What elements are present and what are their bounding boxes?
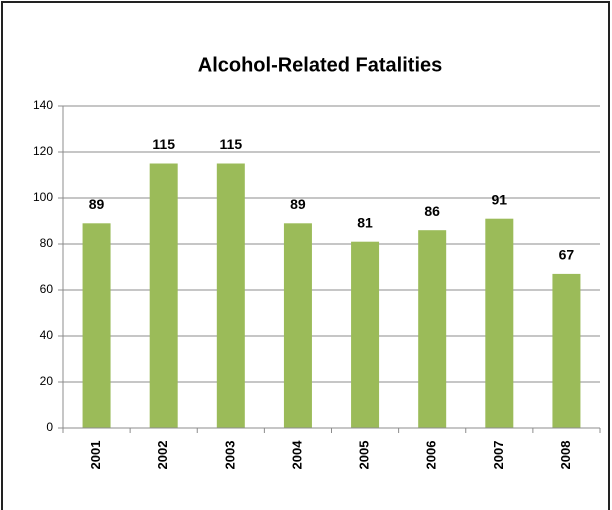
y-tick-label: 0 xyxy=(46,420,53,434)
data-label: 115 xyxy=(220,136,243,152)
y-tick-label: 80 xyxy=(40,236,54,250)
x-tick-label: 2004 xyxy=(289,440,304,470)
data-label: 89 xyxy=(290,196,306,212)
y-tick-label: 100 xyxy=(33,190,53,204)
data-label: 115 xyxy=(152,136,175,152)
bar xyxy=(418,230,447,428)
y-tick-label: 140 xyxy=(33,98,53,112)
bar xyxy=(216,163,245,428)
data-label: 91 xyxy=(492,191,508,207)
bar xyxy=(283,223,312,428)
x-tick-label: 2003 xyxy=(222,441,237,470)
data-label: 89 xyxy=(89,196,105,212)
data-label: 81 xyxy=(357,214,373,230)
y-tick-label: 60 xyxy=(40,282,54,296)
data-label: 67 xyxy=(559,247,575,263)
bar xyxy=(149,163,178,428)
y-tick-label: 20 xyxy=(40,374,54,388)
chart-title: Alcohol-Related Fatalities xyxy=(198,54,443,76)
bar xyxy=(485,218,514,428)
x-tick-label: 2006 xyxy=(424,441,439,470)
x-tick-label: 2007 xyxy=(491,441,506,470)
x-tick-label: 2001 xyxy=(88,441,103,470)
x-tick-label: 2005 xyxy=(357,441,372,470)
bar xyxy=(552,273,581,428)
y-tick-label: 40 xyxy=(40,328,54,342)
x-tick-label: 2008 xyxy=(558,441,573,470)
bar xyxy=(82,223,111,428)
bar xyxy=(351,241,380,428)
data-label: 86 xyxy=(424,203,440,219)
y-tick-label: 120 xyxy=(33,144,53,158)
x-tick-label: 2002 xyxy=(155,441,170,470)
